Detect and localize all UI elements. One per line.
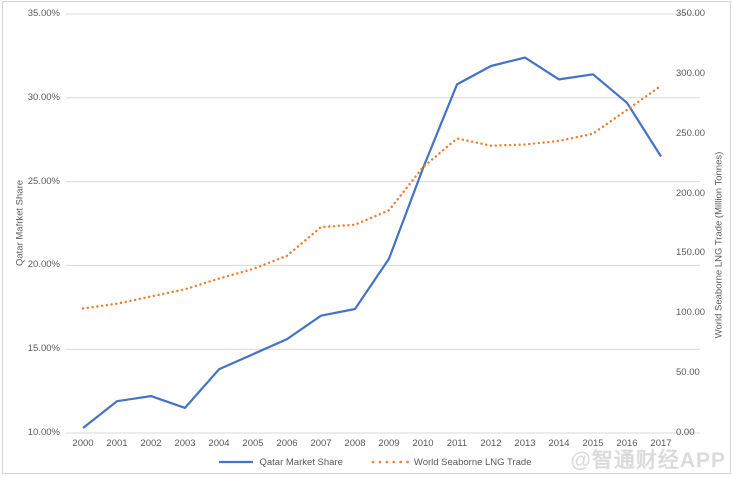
series-line-world-seaborne-lng-trade: [81, 84, 663, 310]
legend-item-qatar-market-share: Qatar Market Share: [218, 456, 343, 468]
axis-tick-label: 20.00%: [27, 259, 60, 271]
axis-tick-label: 2010: [412, 438, 434, 449]
axis-tick-label: 35.00%: [27, 8, 60, 19]
axis-tick-label: 2005: [242, 438, 264, 449]
legend-dotted-line-icon: [371, 460, 409, 464]
axis-tick-label: 30.00%: [27, 91, 60, 103]
legend-label: Qatar Market Share: [259, 456, 343, 468]
axis-tick-label: 2017: [650, 438, 672, 449]
watermark-text: @智通财经APP: [570, 449, 726, 472]
axis-tick-label: 2003: [174, 438, 196, 449]
axis-tick-label: 2006: [276, 438, 298, 449]
chart-legend: Qatar Market Share World Seaborne LNG Tr…: [9, 454, 732, 470]
axis-tick-label: 2001: [106, 438, 128, 449]
axis-tick-label: 2015: [582, 438, 604, 449]
axis-tick-label: 300.00: [676, 67, 706, 79]
axis-tick-label: 2013: [514, 438, 536, 449]
axis-tick-label: 2002: [140, 438, 162, 449]
axis-tick-label: 2016: [616, 438, 638, 449]
axis-tick-label: 50.00: [676, 367, 700, 379]
axis-tick-label: 2011: [446, 438, 468, 449]
legend-item-world-seaborne-lng-trade: World Seaborne LNG Trade: [371, 457, 532, 468]
axis-tick-label: 25.00%: [27, 175, 60, 187]
legend-solid-line-icon: [219, 460, 254, 464]
series-line-qatar-market-share: [82, 56, 662, 429]
axis-tick-label: 350.00: [676, 8, 706, 19]
axis-tick-label: 2012: [480, 438, 502, 449]
axis-tick-label: 2004: [208, 438, 230, 449]
legend-label: World Seaborne LNG Trade: [413, 456, 532, 468]
axis-tick-label: 2000: [72, 438, 94, 449]
axis-tick-label: 200.00: [676, 187, 706, 199]
axis-tick-label: 2014: [548, 438, 570, 449]
axis-tick-label: 2007: [310, 438, 332, 449]
axis-tick-label: 2009: [378, 438, 400, 449]
left-axis-title: Qatar Mafrket Share: [14, 179, 26, 267]
axis-tick-label: 2008: [344, 438, 366, 449]
axis-tick-label: 100.00: [676, 307, 706, 319]
axis-tick-label: 150.00: [676, 247, 706, 259]
axis-tick-label: 15.00%: [27, 343, 60, 355]
right-axis-title: World Seaborne LNG Trade (Million Tonnes…: [713, 151, 725, 339]
axis-tick-label: 250.00: [676, 127, 706, 139]
axis-tick-label: 10.00%: [27, 427, 60, 438]
axis-tick-label: 0.00: [676, 427, 695, 438]
